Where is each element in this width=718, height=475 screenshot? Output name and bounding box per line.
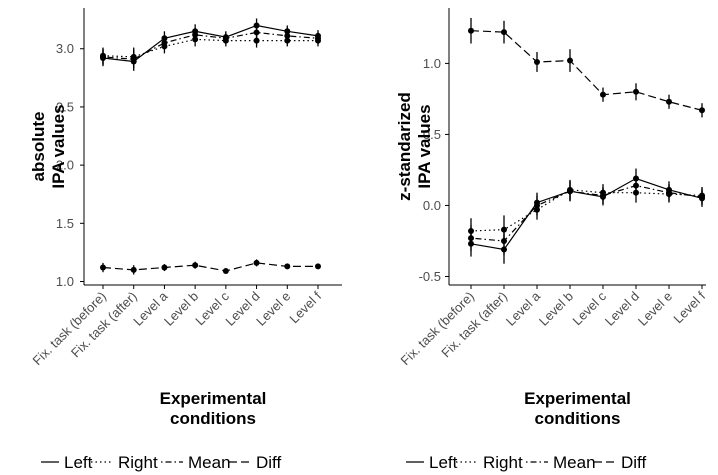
legend-label: Right bbox=[483, 453, 523, 472]
x-tick-label: Level b bbox=[161, 289, 201, 329]
data-point bbox=[666, 98, 672, 105]
series-mean bbox=[468, 175, 705, 256]
data-point bbox=[130, 56, 137, 63]
data-point bbox=[161, 264, 168, 271]
x-axis-title: conditions bbox=[170, 409, 256, 428]
x-axis-title: Experimental bbox=[524, 389, 631, 408]
data-point bbox=[567, 57, 573, 64]
data-point bbox=[192, 262, 199, 269]
y-axis-title: absolute bbox=[29, 112, 48, 182]
y-tick-label: -0.5 bbox=[419, 269, 441, 284]
data-point bbox=[534, 202, 540, 209]
series-line bbox=[102, 262, 318, 272]
legend-item-right: Right bbox=[456, 453, 523, 472]
legend-label: Diff bbox=[256, 453, 281, 472]
data-point bbox=[501, 237, 507, 244]
series-line bbox=[102, 31, 319, 60]
legend-label: Diff bbox=[621, 453, 646, 472]
series-mean bbox=[100, 25, 321, 69]
y-tick-label: 2.5 bbox=[56, 99, 74, 114]
legend-item-right: Right bbox=[91, 453, 158, 472]
data-point bbox=[192, 31, 199, 38]
legend-item-diff: Diff bbox=[594, 453, 646, 472]
legend-item-mean: Mean bbox=[526, 453, 596, 472]
legend: Left Right Mean Diff bbox=[41, 453, 281, 472]
data-point bbox=[100, 264, 106, 271]
series-line bbox=[470, 184, 703, 242]
x-tick-label: Level c bbox=[569, 288, 609, 328]
legend-label: Left bbox=[64, 453, 93, 472]
legend-label: Mean bbox=[553, 453, 596, 472]
legend-label: Mean bbox=[188, 453, 231, 472]
y-tick-label: 1.0 bbox=[423, 56, 441, 71]
series-line bbox=[470, 189, 703, 232]
data-point bbox=[222, 268, 229, 275]
data-point bbox=[100, 53, 106, 60]
y-tick-label: 3.0 bbox=[56, 41, 74, 56]
x-tick-label: Level e bbox=[253, 289, 293, 329]
x-tick-label: Level f bbox=[670, 288, 708, 326]
data-point bbox=[699, 193, 705, 200]
data-point bbox=[284, 32, 291, 39]
legend-label: Right bbox=[118, 453, 158, 472]
y-tick-label: 0.0 bbox=[423, 198, 441, 213]
series-line bbox=[470, 177, 703, 251]
x-tick-label: Level e bbox=[635, 289, 675, 329]
x-axis-title: Experimental bbox=[160, 389, 267, 408]
series-diff bbox=[100, 259, 321, 275]
data-point bbox=[600, 91, 606, 98]
legend-item-left: Left bbox=[41, 453, 93, 472]
data-point bbox=[161, 39, 168, 46]
data-point bbox=[633, 88, 639, 95]
y-axis-title: IPA values bbox=[415, 104, 434, 188]
data-point bbox=[567, 188, 573, 195]
data-point bbox=[534, 58, 540, 65]
data-point bbox=[666, 189, 672, 196]
legend-item-left: Left bbox=[406, 453, 458, 472]
legend-label: Left bbox=[429, 453, 458, 472]
y-tick-label: 0.5 bbox=[423, 127, 441, 142]
x-tick-label: Level b bbox=[536, 289, 576, 329]
series-line bbox=[102, 24, 319, 63]
x-tick-label: Level d bbox=[602, 289, 642, 329]
data-point bbox=[284, 263, 291, 270]
data-point bbox=[600, 192, 606, 199]
data-point bbox=[253, 37, 260, 44]
data-point bbox=[633, 182, 639, 189]
data-point bbox=[699, 107, 705, 114]
data-point bbox=[130, 266, 137, 273]
data-point bbox=[501, 29, 507, 36]
series-line bbox=[102, 38, 318, 58]
data-point bbox=[222, 35, 229, 42]
y-tick-label: 1.0 bbox=[56, 274, 74, 289]
y-tick-label: 1.5 bbox=[56, 216, 74, 231]
x-tick-label: Level a bbox=[503, 288, 544, 329]
y-axis-title: IPA values bbox=[49, 104, 68, 188]
data-point bbox=[253, 259, 260, 266]
x-axis-title: conditions bbox=[535, 409, 621, 428]
series-line bbox=[470, 30, 703, 111]
y-tick-label: 2.0 bbox=[56, 158, 74, 173]
x-tick-label: Level f bbox=[286, 288, 324, 326]
legend-item-diff: Diff bbox=[229, 453, 281, 472]
legend-item-mean: Mean bbox=[161, 453, 231, 472]
data-point bbox=[315, 35, 321, 42]
data-point bbox=[468, 235, 474, 242]
series-diff bbox=[468, 17, 705, 118]
data-point bbox=[468, 27, 474, 34]
data-point bbox=[253, 29, 260, 36]
data-point bbox=[315, 263, 321, 270]
legend: Left Right Mean Diff bbox=[406, 453, 646, 472]
y-axis-title: z-standarized bbox=[395, 92, 414, 201]
